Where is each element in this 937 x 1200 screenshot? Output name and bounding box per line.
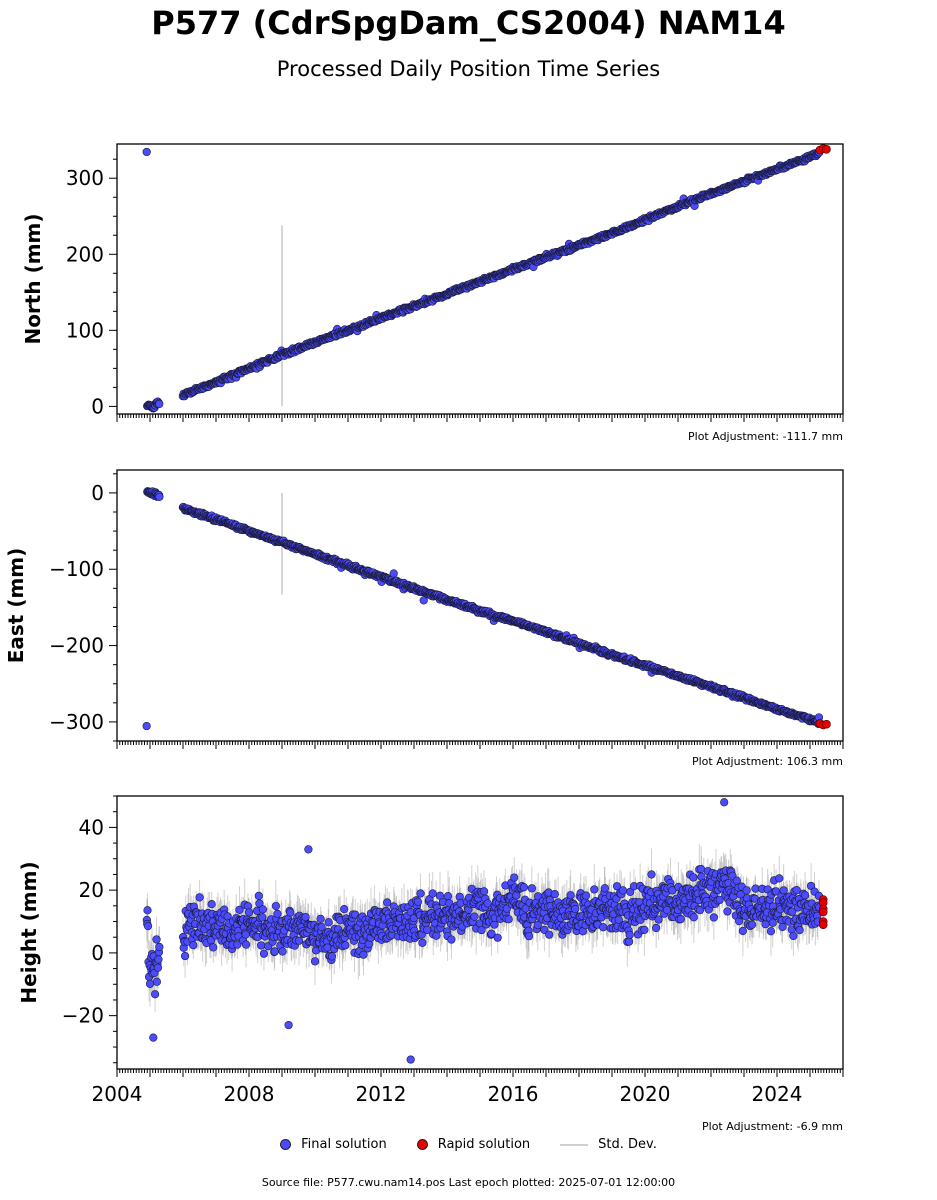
y-tick-label: 100: [66, 318, 104, 342]
y-tick-label: 200: [66, 242, 104, 266]
y-tick-label: −300: [49, 710, 104, 734]
chart-subtitle: Processed Daily Position Time Series: [276, 57, 661, 81]
y-tick-label: 0: [91, 481, 104, 505]
y-axis-label: East (mm): [4, 548, 28, 664]
plot-area: [142, 144, 831, 413]
plot-area: [142, 487, 831, 731]
y-tick-label: −100: [49, 557, 104, 581]
y-tick-label: −200: [49, 634, 104, 658]
final-solution-point: [142, 147, 151, 157]
y-tick-label: 300: [66, 166, 104, 190]
plot-adjustment-note: Plot Adjustment: 106.3 mm: [692, 755, 843, 768]
rapid-solution-point: [822, 145, 831, 154]
final-solution-point: [389, 569, 398, 578]
chart-title: P577 (CdrSpgDam_CS2004) NAM14: [151, 4, 786, 42]
final-solution-point: [419, 596, 428, 605]
y-axis-label: North (mm): [21, 213, 45, 344]
plot-adjustment-note: Plot Adjustment: -111.7 mm: [688, 430, 843, 443]
final-solution-point: [155, 492, 164, 501]
final-solution-point: [142, 721, 151, 731]
final-solution-point: [155, 399, 164, 409]
y-tick-label: 0: [91, 394, 104, 418]
